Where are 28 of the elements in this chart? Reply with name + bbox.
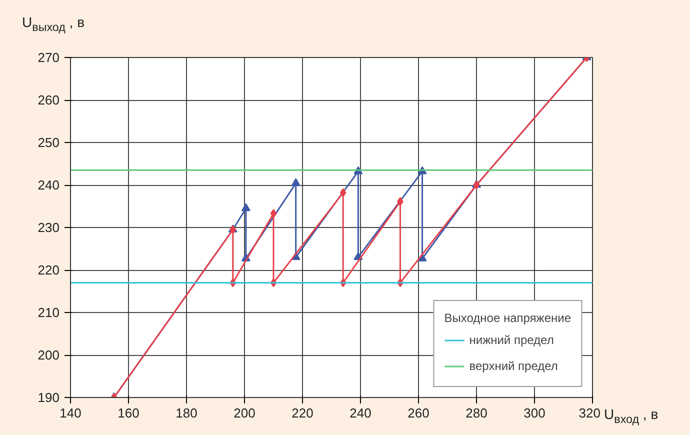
x-tick-label: 160 [118, 406, 140, 420]
y-tick-label: 190 [38, 390, 60, 405]
y-tick-label: 240 [38, 178, 60, 192]
x-tick-label: 280 [466, 406, 488, 420]
point [270, 208, 277, 218]
legend-label: нижний предел [469, 333, 554, 347]
y-tick-label: 250 [38, 135, 60, 150]
legend-label: верхний предел [469, 359, 558, 373]
point [340, 188, 346, 198]
point [291, 178, 300, 186]
y-tick-label: 200 [38, 348, 60, 362]
x-tick-label: 180 [176, 406, 198, 420]
x-tick-label: 140 [60, 406, 82, 420]
y-tick-label: 270 [38, 50, 60, 65]
x-tick-label: 320 [578, 406, 601, 420]
y-axis-title: U$_{выход}$ , в [22, 13, 85, 36]
x-tick-label: 220 [292, 406, 314, 420]
x-tick-label: 300 [524, 406, 546, 420]
y-tick-label: 220 [38, 262, 60, 278]
point [241, 203, 250, 212]
y-tick-label: 210 [38, 305, 60, 320]
x-tick-label: 260 [408, 406, 430, 420]
y-tick-label: 260 [38, 92, 60, 108]
legend-title: Выходное напряжение [444, 311, 571, 325]
y-tick-label: 230 [38, 220, 60, 235]
x-tick-label: 200 [234, 406, 256, 420]
x-tick-label: 240 [350, 406, 372, 420]
x-axis-title: U$_{вход}$ , в [604, 405, 658, 428]
